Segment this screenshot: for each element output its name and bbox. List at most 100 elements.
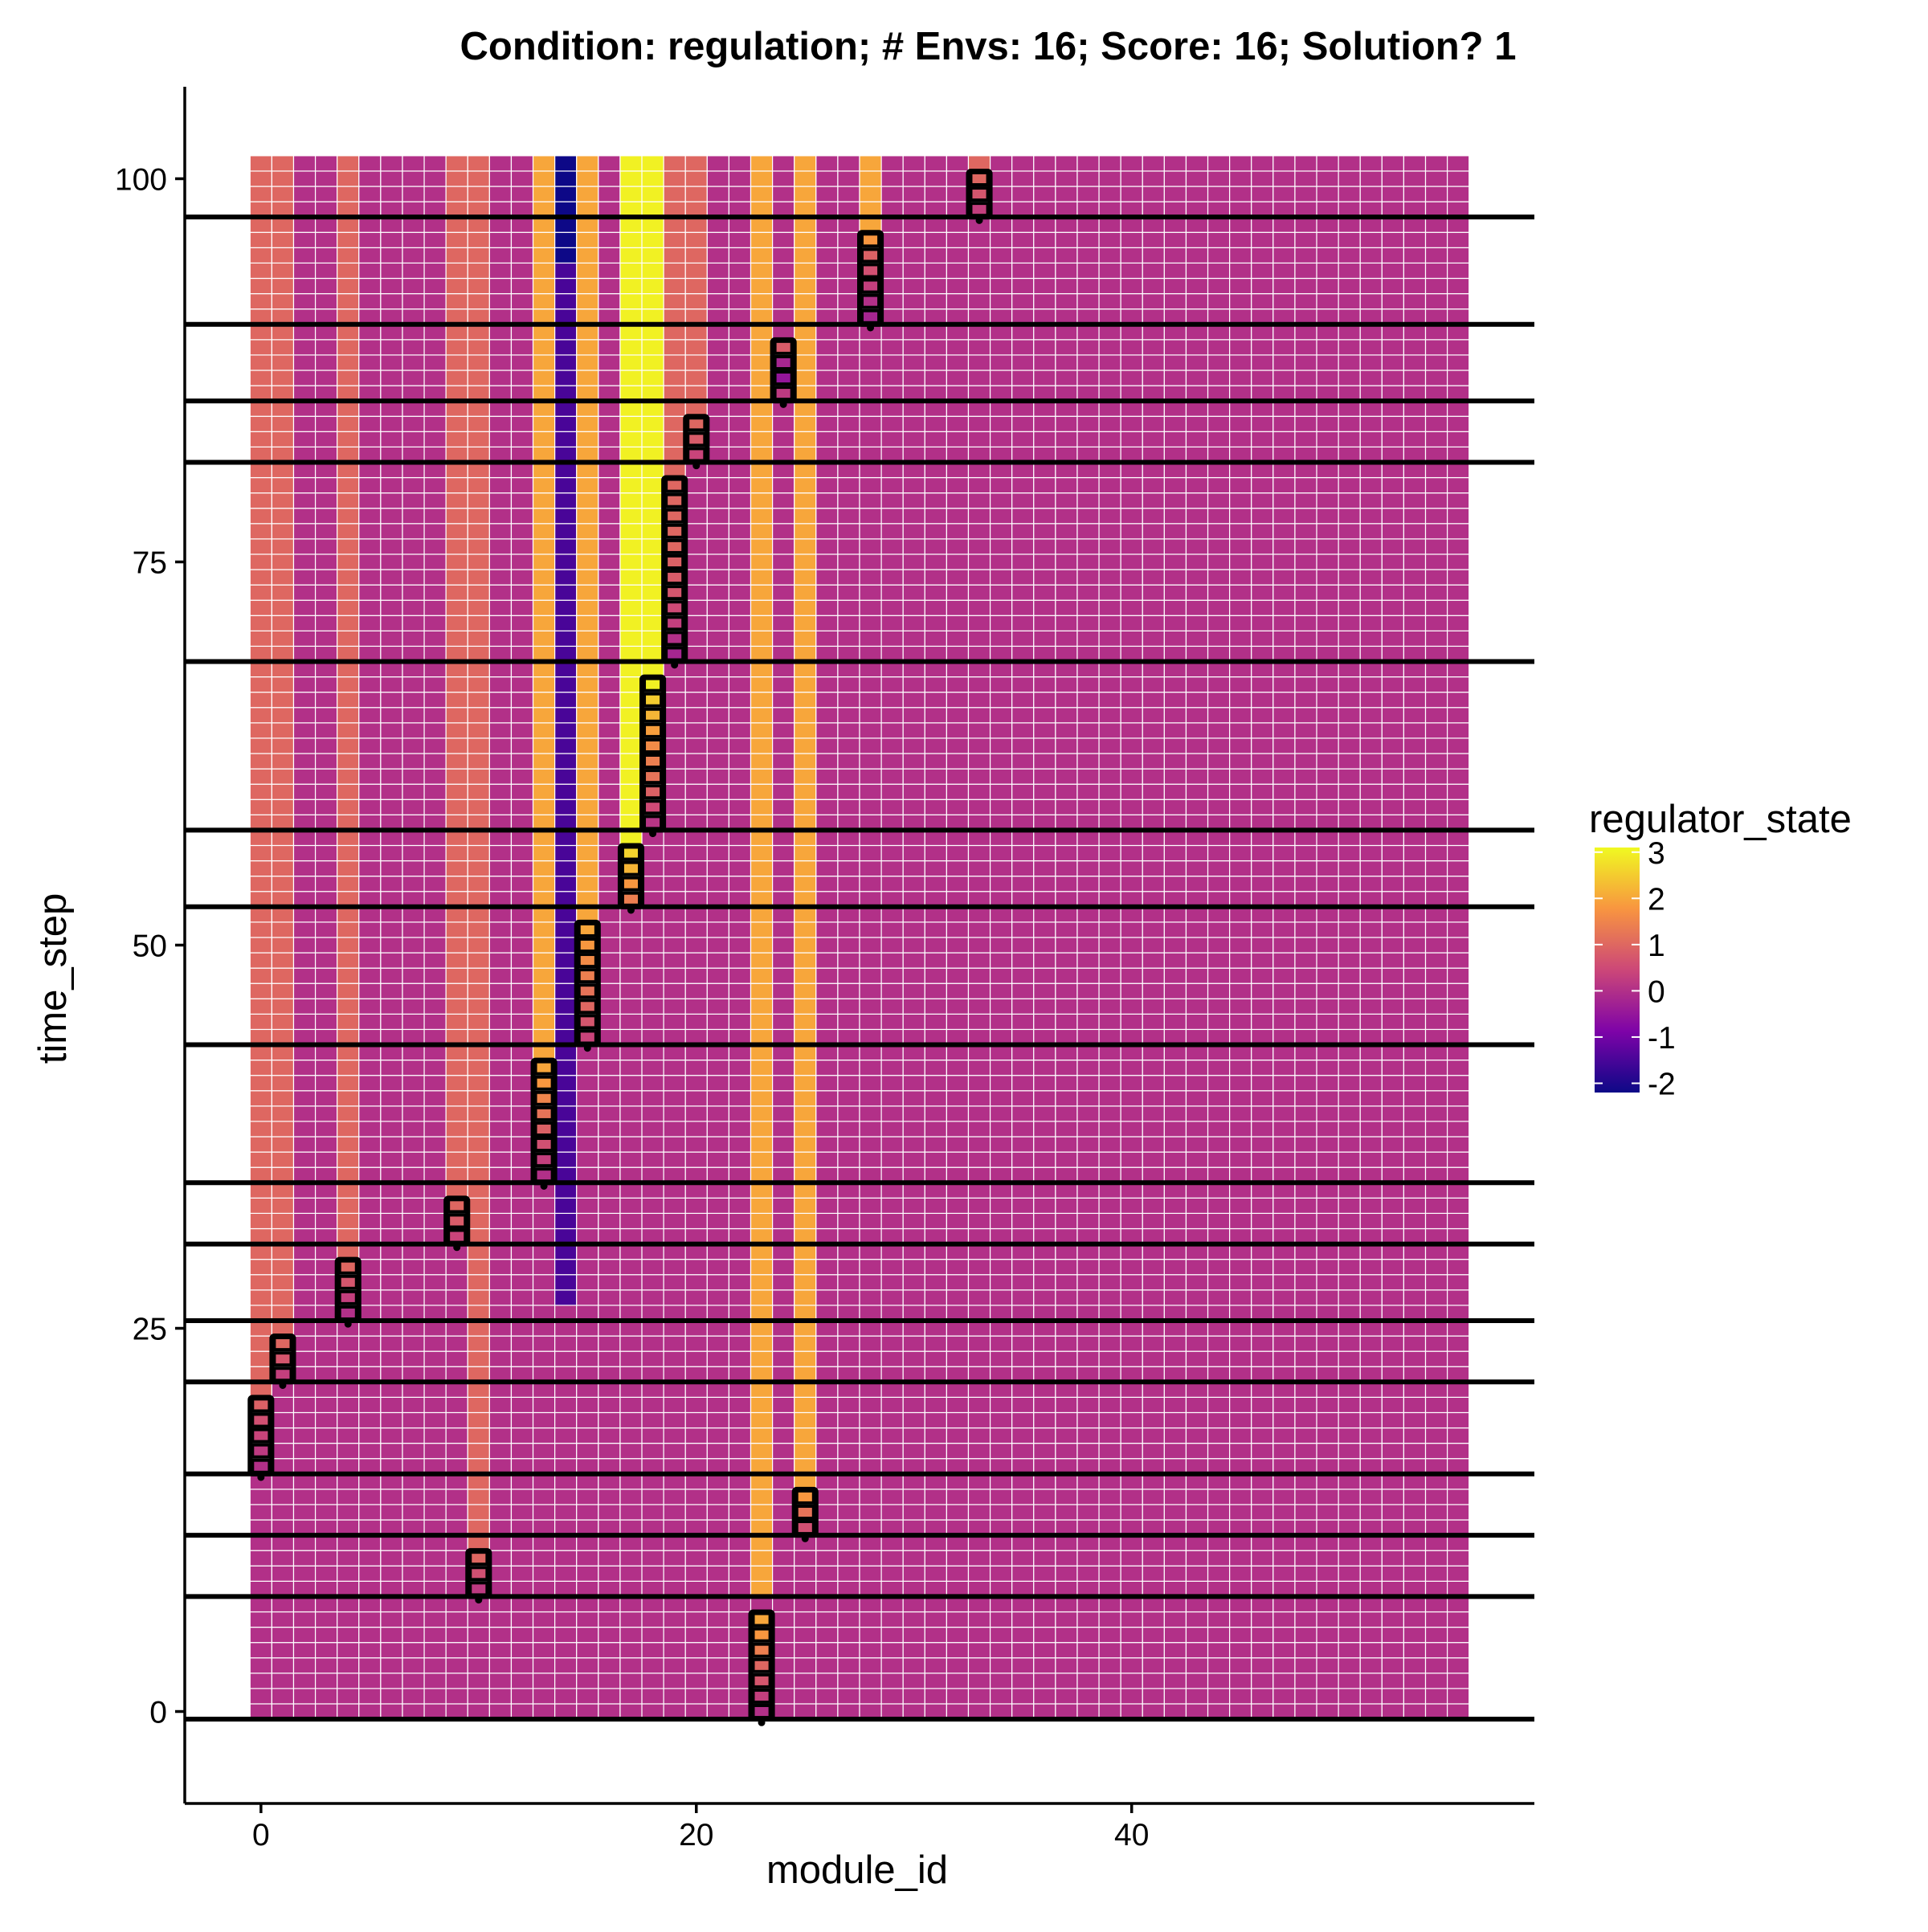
heatmap-cell — [967, 339, 991, 356]
heatmap-cell — [271, 1688, 295, 1705]
heatmap-cell — [1207, 1059, 1231, 1076]
heatmap-cell — [880, 1105, 904, 1122]
heatmap-cell — [554, 1259, 578, 1276]
heatmap-cell — [249, 1335, 272, 1352]
heatmap-cell — [532, 170, 556, 187]
heatmap-cell — [684, 1673, 708, 1689]
heatmap-cell — [989, 615, 1013, 631]
heatmap-cell — [423, 967, 447, 984]
heatmap-cell — [706, 1611, 730, 1628]
heatmap-cell — [750, 799, 774, 815]
heatmap-cell — [1055, 170, 1078, 187]
heatmap-cell — [1207, 1151, 1231, 1168]
heatmap-cell — [358, 1274, 382, 1291]
heatmap-cell — [989, 1121, 1013, 1138]
heatmap-cell — [576, 860, 599, 877]
heatmap-cell — [880, 753, 904, 770]
heatmap-cell — [402, 783, 425, 800]
heatmap-cell — [576, 1504, 599, 1521]
heatmap-cell — [1229, 1197, 1252, 1215]
heatmap-cell — [794, 1212, 817, 1230]
heatmap-cell — [750, 1212, 774, 1230]
heatmap-cell — [1185, 692, 1209, 709]
heatmap-cell — [706, 1443, 730, 1460]
heatmap-cell — [1272, 584, 1296, 601]
heatmap-cell — [684, 737, 708, 754]
heatmap-cell — [1055, 1688, 1078, 1705]
heatmap-cell — [684, 231, 708, 248]
heatmap-cell — [1229, 492, 1252, 509]
heatmap-cell — [1076, 370, 1100, 386]
heatmap-cell — [619, 1443, 643, 1460]
heatmap-cell — [445, 1411, 468, 1429]
heatmap-cell — [859, 1289, 882, 1306]
heatmap-cell — [292, 1274, 317, 1291]
heatmap-cell — [1229, 1411, 1252, 1429]
heatmap-cell — [1251, 1642, 1274, 1659]
heatmap-cell — [663, 1443, 686, 1460]
heatmap-cell — [380, 508, 403, 525]
heatmap-cell — [292, 1565, 317, 1582]
heatmap-cell — [271, 508, 295, 525]
heatmap-cell — [249, 1611, 272, 1628]
heatmap-cell — [1185, 186, 1209, 202]
heatmap-cell — [1185, 1688, 1209, 1705]
heatmap-cell — [532, 1611, 556, 1628]
heatmap-cell — [1207, 799, 1231, 815]
heatmap-cell — [967, 1443, 991, 1460]
heatmap-cell — [532, 1197, 556, 1215]
heatmap-cell — [510, 277, 534, 295]
heatmap-cell — [510, 952, 534, 969]
heatmap-cell — [249, 722, 272, 739]
heatmap-cell — [946, 1550, 970, 1566]
heatmap-cell — [249, 292, 272, 310]
heatmap-cell — [1120, 952, 1143, 969]
heatmap-cell — [249, 1197, 272, 1215]
heatmap-cell — [859, 1611, 882, 1628]
heatmap-cell — [989, 1626, 1013, 1644]
heatmap-cell — [750, 1151, 774, 1168]
heatmap-cell — [1185, 415, 1209, 432]
heatmap-cell — [1207, 292, 1231, 310]
heatmap-cell — [1098, 538, 1121, 555]
heatmap-cell — [510, 1259, 534, 1276]
heatmap-cell — [815, 768, 839, 785]
heatmap-cell — [880, 1565, 904, 1582]
heatmap-cell — [423, 998, 447, 1015]
heatmap-cell — [1272, 1075, 1296, 1092]
heatmap-cell — [1011, 431, 1035, 447]
heatmap-cell — [859, 1212, 882, 1230]
heatmap-cell — [1185, 1550, 1209, 1566]
heatmap-cell — [488, 998, 513, 1015]
heatmap-cell — [1229, 262, 1252, 280]
heatmap-cell — [1207, 553, 1231, 570]
heatmap-cell — [989, 231, 1013, 248]
heatmap-cell — [663, 982, 686, 999]
heatmap-cell — [619, 1504, 643, 1521]
heatmap-cell — [1163, 569, 1187, 586]
heatmap-cell — [772, 1550, 795, 1566]
heatmap-cell — [1055, 737, 1078, 754]
heatmap-cell — [794, 370, 817, 386]
heatmap-cell — [967, 1504, 991, 1521]
heatmap-cell — [837, 1335, 860, 1352]
heatmap-cell — [1294, 1565, 1317, 1582]
heatmap-cell — [488, 1443, 513, 1460]
heatmap-cell — [1251, 1274, 1274, 1291]
heatmap-cell — [423, 1259, 447, 1276]
heatmap-cell — [815, 170, 839, 187]
heatmap-cell — [663, 937, 686, 954]
heatmap-cell — [641, 508, 664, 525]
heatmap-cell — [1120, 370, 1143, 386]
heatmap-cell — [1272, 523, 1296, 540]
heatmap-cell — [1033, 615, 1056, 631]
heatmap-cell — [1055, 569, 1078, 586]
heatmap-cell — [402, 630, 425, 647]
heatmap-cell — [1229, 508, 1252, 525]
heatmap-cell — [1163, 1657, 1187, 1674]
heatmap-cell — [880, 1350, 904, 1367]
heatmap-cell — [1142, 1013, 1165, 1031]
heatmap-cell — [684, 707, 708, 724]
heatmap-cell — [1251, 277, 1274, 295]
heatmap-cell — [663, 1550, 686, 1566]
